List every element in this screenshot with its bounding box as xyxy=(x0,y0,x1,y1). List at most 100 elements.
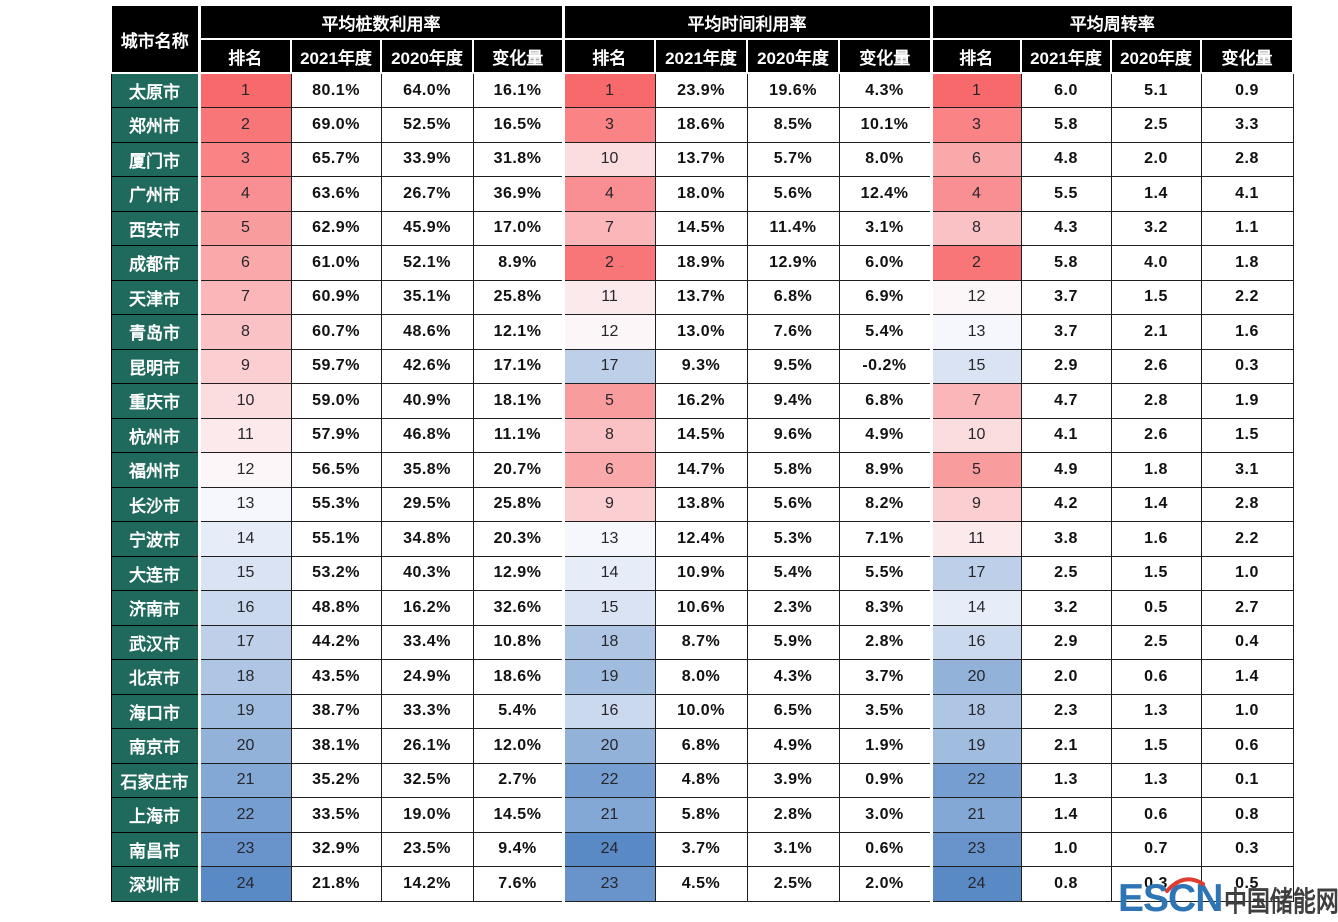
col-header-pile-change: 变化量 xyxy=(472,38,564,74)
time-value-cell: 6.0% xyxy=(838,245,932,281)
pile-rank-cell: 4 xyxy=(197,176,292,212)
table-row: 南京市 20 38.1% 26.1% 12.0% 20 6.8% 4.9% 1.9% 19 2.1 1… xyxy=(110,728,1294,764)
time-value-cell: 1.9% xyxy=(838,728,932,764)
time-value-cell: 3.0% xyxy=(838,797,932,833)
table-row: 济南市 16 48.8% 16.2% 32.6% 15 10.6% 2.3% 8.3% 14 3.2… xyxy=(110,590,1294,626)
pile-value-cell: 52.5% xyxy=(380,107,474,143)
col-header-turnover-rank: 排名 xyxy=(929,38,1022,74)
pile-value-cell: 2.7% xyxy=(472,762,564,798)
turnover-value-cell: 1.5 xyxy=(1200,417,1294,453)
city-cell: 太原市 xyxy=(110,72,200,108)
table-row: 石家庄市 21 35.2% 32.5% 2.7% 22 4.8% 3.9% 0.9% 22 1.3 1… xyxy=(110,762,1294,798)
time-rank-cell: 7 xyxy=(561,210,656,246)
time-value-cell: 4.3% xyxy=(838,72,932,108)
turnover-rank-cell: 14 xyxy=(929,590,1022,626)
time-value-cell: 3.1% xyxy=(838,210,932,246)
turnover-value-cell: 1.4 xyxy=(1110,486,1202,522)
turnover-value-cell: 1.4 xyxy=(1200,659,1294,695)
turnover-value-cell: 1.3 xyxy=(1110,762,1202,798)
pile-value-cell: 32.5% xyxy=(380,762,474,798)
time-value-cell: 10.9% xyxy=(654,555,748,591)
pile-value-cell: 48.6% xyxy=(380,314,474,350)
pile-value-cell: 26.7% xyxy=(380,176,474,212)
pile-value-cell: 14.2% xyxy=(380,866,474,902)
turnover-value-cell: 4.1 xyxy=(1200,176,1294,212)
pile-value-cell: 21.8% xyxy=(290,866,382,902)
city-cell: 长沙市 xyxy=(110,486,200,522)
turnover-value-cell: 0.6 xyxy=(1110,797,1202,833)
turnover-value-cell: 1.4 xyxy=(1110,176,1202,212)
pile-value-cell: 69.0% xyxy=(290,107,382,143)
city-cell: 成都市 xyxy=(110,245,200,281)
pile-rank-cell: 24 xyxy=(197,866,292,902)
table-row: 成都市 6 61.0% 52.1% 8.9% 2 18.9% 12.9% 6.0% 2 5.8 4.0… xyxy=(110,245,1294,281)
turnover-value-cell: 1.8 xyxy=(1200,245,1294,281)
turnover-value-cell: 2.2 xyxy=(1200,279,1294,315)
turnover-value-cell: 2.8 xyxy=(1110,383,1202,419)
time-rank-cell: 13 xyxy=(561,521,656,557)
pile-value-cell: 60.7% xyxy=(290,314,382,350)
turnover-value-cell: 2.3 xyxy=(1020,693,1112,729)
table-body: 太原市 1 80.1% 64.0% 16.1% 1 23.9% 19.6% 4.3% 1 6.0 5.… xyxy=(110,72,1294,902)
time-rank-cell: 1 xyxy=(561,72,656,108)
time-rank-cell: 22 xyxy=(561,762,656,798)
time-value-cell: 8.0% xyxy=(838,141,932,177)
pile-value-cell: 23.5% xyxy=(380,831,474,867)
pile-value-cell: 55.1% xyxy=(290,521,382,557)
turnover-value-cell: 1.3 xyxy=(1020,762,1112,798)
time-value-cell: 10.6% xyxy=(654,590,748,626)
turnover-rank-cell: 5 xyxy=(929,452,1022,488)
time-value-cell: 4.8% xyxy=(654,762,748,798)
turnover-value-cell: 1.6 xyxy=(1110,521,1202,557)
turnover-value-cell: 2.2 xyxy=(1200,521,1294,557)
time-value-cell: 6.8% xyxy=(746,279,840,315)
time-value-cell: 2.0% xyxy=(838,866,932,902)
turnover-value-cell: 4.8 xyxy=(1020,141,1112,177)
turnover-value-cell: 2.5 xyxy=(1110,107,1202,143)
pile-value-cell: 40.3% xyxy=(380,555,474,591)
pile-rank-cell: 15 xyxy=(197,555,292,591)
col-header-turnover-2020: 2020年度 xyxy=(1110,38,1202,74)
pile-value-cell: 29.5% xyxy=(380,486,474,522)
time-value-cell: 10.1% xyxy=(838,107,932,143)
turnover-value-cell: 5.8 xyxy=(1020,245,1112,281)
turnover-rank-cell: 22 xyxy=(929,762,1022,798)
turnover-value-cell: 4.3 xyxy=(1020,210,1112,246)
time-rank-cell: 9 xyxy=(561,486,656,522)
time-value-cell: 3.9% xyxy=(746,762,840,798)
turnover-rank-cell: 4 xyxy=(929,176,1022,212)
pile-value-cell: 36.9% xyxy=(472,176,564,212)
pile-value-cell: 18.6% xyxy=(472,659,564,695)
turnover-rank-cell: 18 xyxy=(929,693,1022,729)
col-header-time-2021: 2021年度 xyxy=(654,38,748,74)
time-value-cell: 5.8% xyxy=(746,452,840,488)
table-row: 青岛市 8 60.7% 48.6% 12.1% 12 13.0% 7.6% 5.4% 13 3.7 2… xyxy=(110,314,1294,350)
time-rank-cell: 4 xyxy=(561,176,656,212)
table-row: 太原市 1 80.1% 64.0% 16.1% 1 23.9% 19.6% 4.3% 1 6.0 5.… xyxy=(110,72,1294,108)
pile-value-cell: 9.4% xyxy=(472,831,564,867)
time-value-cell: 5.6% xyxy=(746,486,840,522)
turnover-value-cell: 2.1 xyxy=(1020,728,1112,764)
city-cell: 石家庄市 xyxy=(110,762,200,798)
time-rank-cell: 20 xyxy=(561,728,656,764)
pile-rank-cell: 3 xyxy=(197,141,292,177)
turnover-value-cell: 3.7 xyxy=(1020,279,1112,315)
pile-value-cell: 17.0% xyxy=(472,210,564,246)
pile-value-cell: 12.1% xyxy=(472,314,564,350)
turnover-rank-cell: 15 xyxy=(929,348,1022,384)
table-row: 天津市 7 60.9% 35.1% 25.8% 11 13.7% 6.8% 6.9% 12 3.7 1… xyxy=(110,279,1294,315)
turnover-rank-cell: 11 xyxy=(929,521,1022,557)
turnover-value-cell: 0.6 xyxy=(1200,728,1294,764)
pile-value-cell: 64.0% xyxy=(380,72,474,108)
time-value-cell: 5.4% xyxy=(838,314,932,350)
pile-value-cell: 59.0% xyxy=(290,383,382,419)
table-row: 杭州市 11 57.9% 46.8% 11.1% 8 14.5% 9.6% 4.9% 10 4.1 2… xyxy=(110,417,1294,453)
turnover-rank-cell: 8 xyxy=(929,210,1022,246)
pile-value-cell: 32.6% xyxy=(472,590,564,626)
turnover-value-cell: 4.7 xyxy=(1020,383,1112,419)
turnover-value-cell: 3.7 xyxy=(1020,314,1112,350)
pile-value-cell: 35.2% xyxy=(290,762,382,798)
time-value-cell: 5.6% xyxy=(746,176,840,212)
time-value-cell: 8.0% xyxy=(654,659,748,695)
pile-value-cell: 61.0% xyxy=(290,245,382,281)
